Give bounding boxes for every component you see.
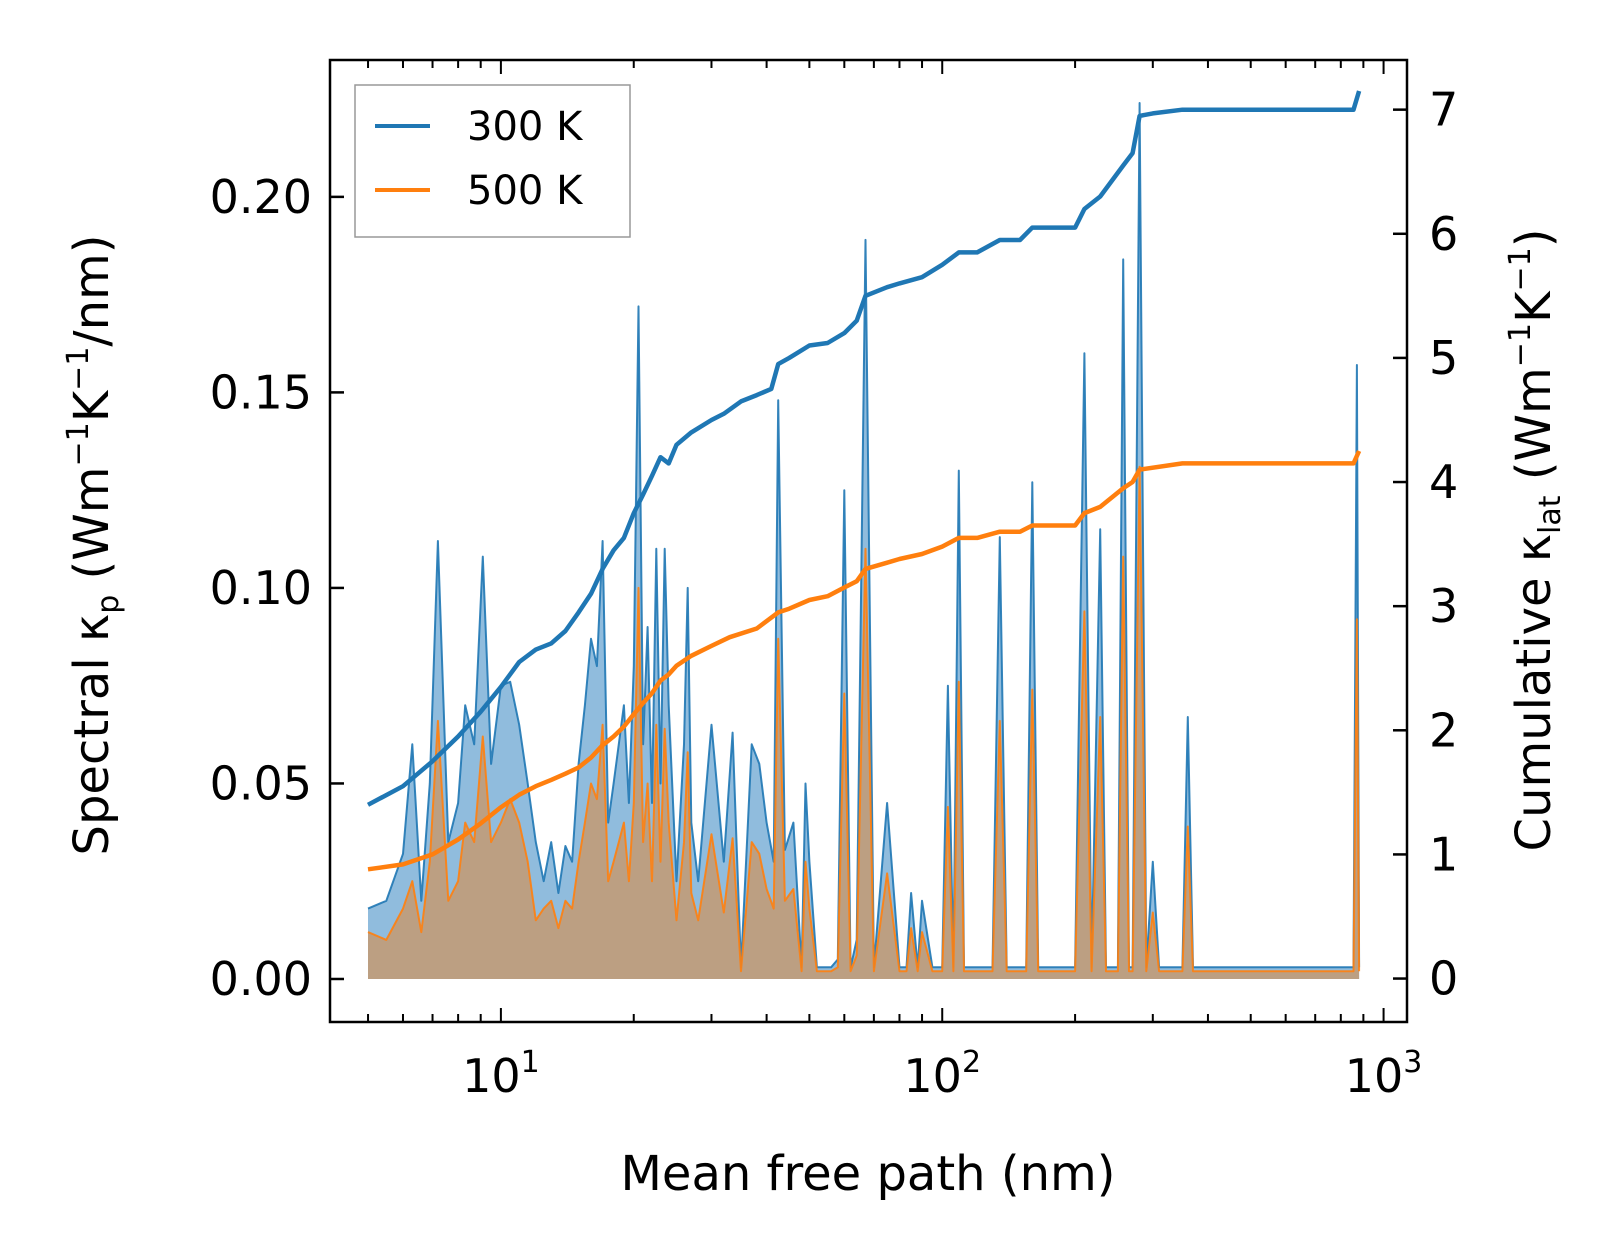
x-tick-exponent: 1 <box>521 1045 540 1080</box>
x-axis-label: Mean free path (nm) <box>621 1146 1116 1202</box>
spectral-line-500k <box>367 465 1361 973</box>
y-left-tick-label: 0.20 <box>210 170 312 224</box>
y-right-tick-label: 6 <box>1429 207 1458 261</box>
y-left-tick-label: 0.00 <box>210 952 312 1006</box>
y-left-tick-label: 0.15 <box>210 365 312 419</box>
y-right-tick-label: 1 <box>1429 827 1458 881</box>
y-left-k: K <box>64 389 120 422</box>
y-left-tick-label: 0.05 <box>210 756 312 810</box>
plot-area <box>366 90 1362 979</box>
y-right-tick-label: 4 <box>1429 455 1458 509</box>
y-axis-label-left: Spectral κp (Wm−1K−1/nm) <box>61 235 126 856</box>
y-left-sup1: −1 <box>61 422 96 466</box>
y-right-sup2: −1 <box>1503 247 1538 291</box>
y-right-prefix: Cumulative κ <box>1506 534 1562 852</box>
x-tick-exponent: 3 <box>1403 1045 1422 1080</box>
legend-label-500k: 500 K <box>467 168 584 214</box>
x-tick-label: 103 <box>1345 1045 1423 1103</box>
legend-frame <box>354 84 631 238</box>
x-tick-label: 101 <box>462 1045 540 1103</box>
y-left-sup2: −1 <box>61 347 96 391</box>
x-tick-base: 10 <box>903 1049 962 1103</box>
y-left-sub: p <box>91 595 126 614</box>
y-left-middle: (Wm <box>64 467 120 595</box>
x-tick-label: 102 <box>903 1045 981 1103</box>
y-right-tick-label: 5 <box>1429 331 1458 385</box>
y-right-tick-label: 3 <box>1429 579 1458 633</box>
legend: 300 K 500 K <box>354 84 631 238</box>
axis-ticks <box>330 60 1407 1022</box>
cumulative-line-500k <box>367 450 1362 872</box>
y-right-sub: lat <box>1533 495 1568 534</box>
legend-label-300k: 300 K <box>467 104 584 150</box>
y-left-suffix: /nm) <box>64 235 120 347</box>
x-tick-exponent: 2 <box>962 1045 981 1080</box>
x-tick-base: 10 <box>462 1049 521 1103</box>
x-tick-base: 10 <box>1345 1049 1404 1103</box>
y-right-tick-label: 0 <box>1429 952 1458 1006</box>
y-axis-label-right: Cumulative κlat (Wm−1K−1) <box>1503 229 1568 852</box>
y-right-middle: (Wm <box>1506 367 1562 495</box>
spectral-area-300k <box>368 103 1360 979</box>
cumulative-line-300k <box>366 90 1362 807</box>
y-right-k: K <box>1506 290 1562 323</box>
axes-frame <box>328 58 1409 1024</box>
y-left-prefix: Spectral κ <box>64 614 120 856</box>
spectral-line-300k <box>367 102 1361 969</box>
y-right-tick-label: 7 <box>1429 83 1458 137</box>
spectral-area-500k <box>368 466 1360 979</box>
y-right-tick-label: 2 <box>1429 703 1458 757</box>
y-right-sup1: −1 <box>1503 323 1538 367</box>
y-right-suffix: ) <box>1506 229 1562 248</box>
y-left-tick-label: 0.10 <box>210 561 312 615</box>
